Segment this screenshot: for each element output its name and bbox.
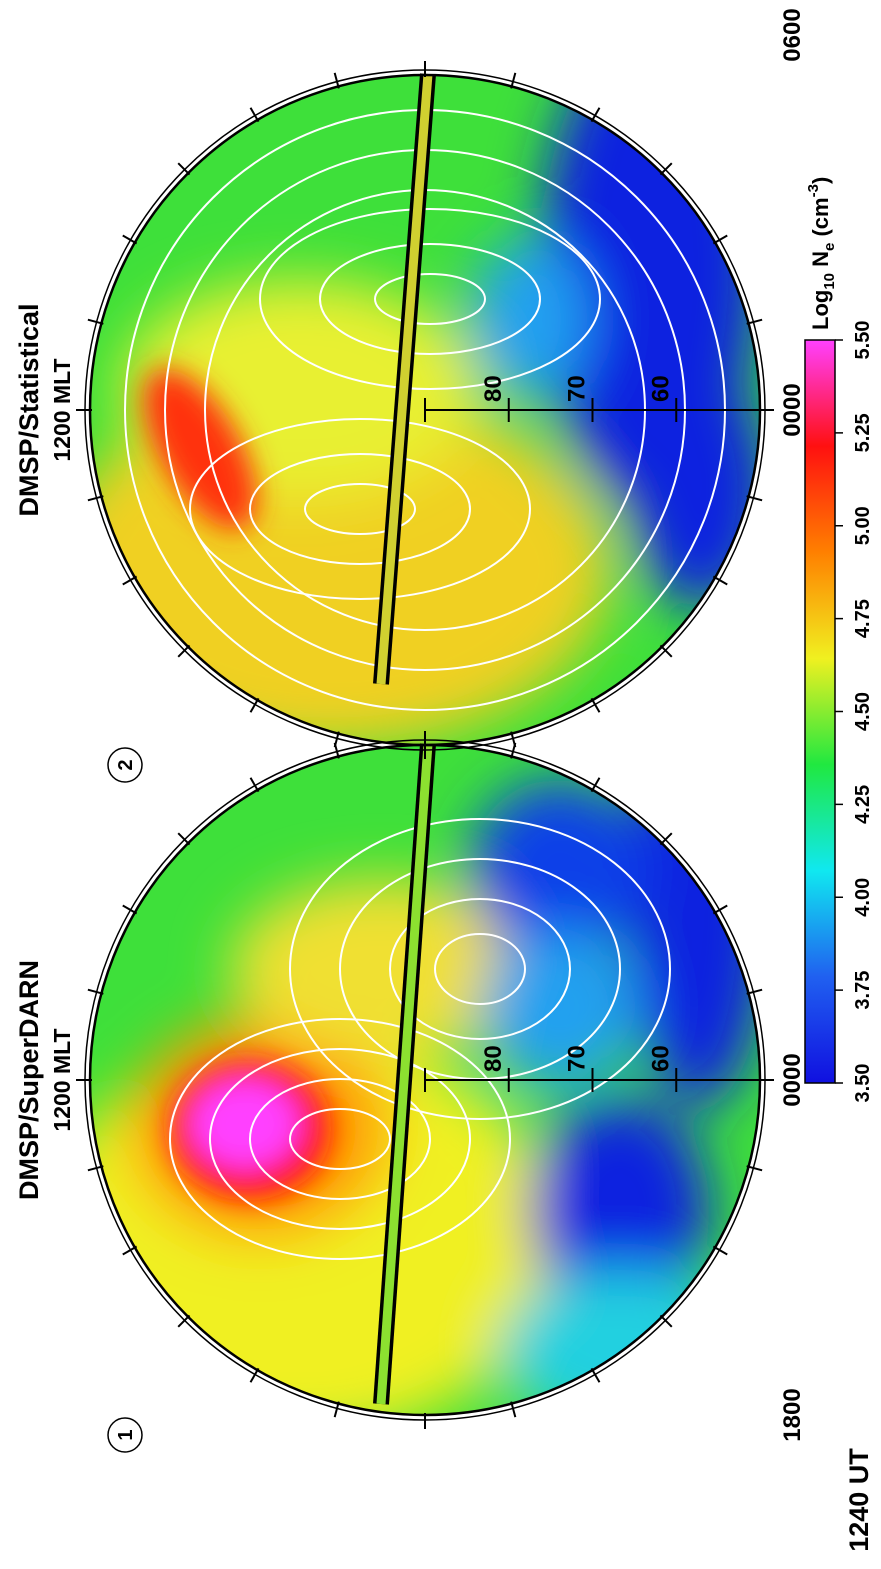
panel-subtitle: 1200 MLT <box>49 358 75 461</box>
hour-tick <box>590 1367 601 1383</box>
colorbar-tick-label: 4.25 <box>852 785 874 824</box>
hour-tick <box>87 988 104 995</box>
hour-tick <box>333 1401 340 1418</box>
colorbar-title-part: (cm <box>808 197 833 242</box>
panel-number-circle <box>107 747 143 783</box>
hour-tick <box>659 162 673 176</box>
hour-tick <box>746 1165 763 1172</box>
lat-label: 60 <box>647 375 674 402</box>
colorbar-tick-label: 4.00 <box>852 878 874 917</box>
hour-tick <box>87 495 104 502</box>
hour-tick <box>333 731 340 748</box>
hour-tick <box>510 1401 517 1418</box>
hour-tick <box>510 72 517 89</box>
hour-tick <box>87 1165 104 1172</box>
colorbar-title-part: ) <box>808 177 833 184</box>
colorbar-tick-label: 4.75 <box>852 599 874 638</box>
colorbar-tick-label: 5.50 <box>852 321 874 360</box>
figure-label: 1240 UT <box>844 1448 874 1552</box>
panel-number: 2 <box>115 759 137 770</box>
satellite-track <box>373 73 436 1405</box>
colorbar-title-part: N <box>808 251 833 273</box>
lat-label: 70 <box>564 375 591 402</box>
hour-tick <box>122 234 138 245</box>
mlt-label: 0000 <box>779 1053 806 1106</box>
panel-title: DMSP/SuperDARN <box>14 960 44 1200</box>
hour-tick <box>249 777 260 793</box>
lat-label: 60 <box>647 1045 674 1072</box>
hour-tick <box>510 731 517 748</box>
hour-tick <box>746 988 763 995</box>
panel-number-circle <box>107 1417 143 1453</box>
hour-tick <box>177 1314 191 1328</box>
hour-tick <box>590 777 601 793</box>
hour-tick <box>712 234 728 245</box>
hour-tick <box>249 107 260 123</box>
colorbar-title-part: e <box>821 243 838 251</box>
colorbar-tick-label: 5.25 <box>852 413 874 452</box>
lat-label: 80 <box>480 375 507 402</box>
hour-tick <box>122 1245 138 1256</box>
hour-tick <box>177 644 191 658</box>
hour-tick <box>249 1367 260 1383</box>
hour-tick <box>590 697 601 713</box>
colorbar-tick-label: 4.50 <box>852 692 874 731</box>
hour-tick <box>712 575 728 586</box>
lat-label: 80 <box>480 1045 507 1072</box>
hour-tick <box>659 832 673 846</box>
hour-tick <box>746 495 763 502</box>
colorbar-title-part: -3 <box>805 184 822 197</box>
panel-subtitle: 1200 MLT <box>49 1028 75 1131</box>
hour-tick <box>249 697 260 713</box>
colorbar-title-part: Log <box>808 290 833 330</box>
lat-label: 70 <box>564 1045 591 1072</box>
hour-tick <box>122 904 138 915</box>
hour-tick <box>712 904 728 915</box>
hour-tick <box>712 1245 728 1256</box>
hour-tick <box>659 644 673 658</box>
colorbar-tick-label: 3.75 <box>852 971 874 1010</box>
hour-tick <box>659 1314 673 1328</box>
hour-tick <box>122 575 138 586</box>
colorbar-tick-label: 3.50 <box>852 1064 874 1103</box>
colorbar <box>804 339 836 1084</box>
hour-tick <box>177 832 191 846</box>
mlt-label: 0000 <box>779 383 806 436</box>
hour-tick <box>333 72 340 89</box>
hour-tick <box>590 107 601 123</box>
mlt-label: 0600 <box>779 8 806 61</box>
panel-number: 1 <box>115 1429 137 1440</box>
mlt-label: 1800 <box>779 1388 806 1441</box>
hour-tick <box>177 162 191 176</box>
density-map <box>90 745 760 1415</box>
colorbar-title-part: 10 <box>821 273 838 290</box>
colorbar-title: Log10 Ne (cm-3) <box>805 177 838 330</box>
hour-tick <box>746 318 763 325</box>
colorbar-tick-label: 5.00 <box>852 506 874 545</box>
panel-title: DMSP/Statistical <box>14 303 44 516</box>
hour-tick <box>87 318 104 325</box>
